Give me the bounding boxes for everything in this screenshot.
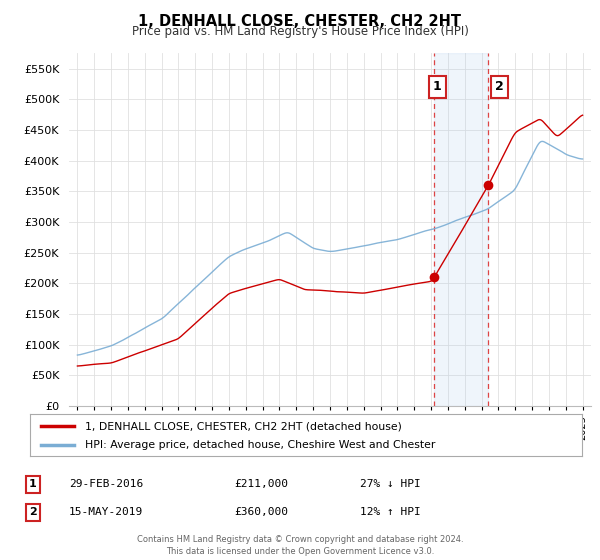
Text: 15-MAY-2019: 15-MAY-2019 <box>69 507 143 517</box>
Text: 2: 2 <box>29 507 37 517</box>
Text: Contains HM Land Registry data © Crown copyright and database right 2024.
This d: Contains HM Land Registry data © Crown c… <box>137 535 463 556</box>
Text: 1: 1 <box>29 479 37 489</box>
Text: £360,000: £360,000 <box>234 507 288 517</box>
Text: 1: 1 <box>433 81 442 94</box>
Text: 27% ↓ HPI: 27% ↓ HPI <box>360 479 421 489</box>
Text: 1, DENHALL CLOSE, CHESTER, CH2 2HT: 1, DENHALL CLOSE, CHESTER, CH2 2HT <box>139 14 461 29</box>
Text: 12% ↑ HPI: 12% ↑ HPI <box>360 507 421 517</box>
Text: 1, DENHALL CLOSE, CHESTER, CH2 2HT (detached house): 1, DENHALL CLOSE, CHESTER, CH2 2HT (deta… <box>85 421 402 431</box>
Text: Price paid vs. HM Land Registry's House Price Index (HPI): Price paid vs. HM Land Registry's House … <box>131 25 469 38</box>
Text: 2: 2 <box>495 81 504 94</box>
Text: 29-FEB-2016: 29-FEB-2016 <box>69 479 143 489</box>
Text: £211,000: £211,000 <box>234 479 288 489</box>
Bar <box>434 53 488 406</box>
Text: HPI: Average price, detached house, Cheshire West and Chester: HPI: Average price, detached house, Ches… <box>85 440 436 450</box>
